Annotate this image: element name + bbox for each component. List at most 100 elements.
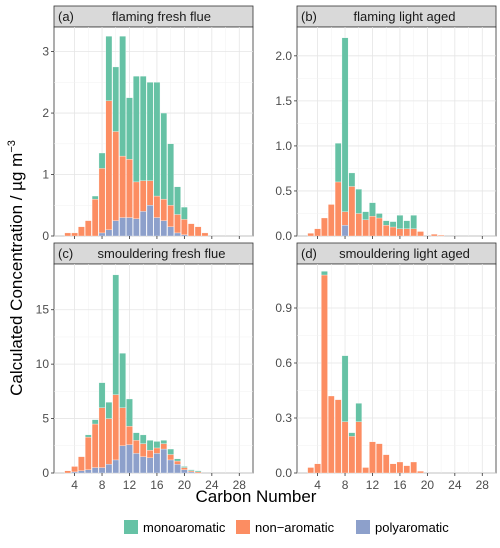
legend-swatch	[124, 520, 138, 534]
bar-segment	[98, 407, 106, 468]
bar-segment	[403, 228, 411, 237]
panel-2: (b)flaming light aged0.00.51.01.52.04812…	[275, 5, 497, 255]
bar-segment	[98, 232, 106, 237]
legend-item: polyaromatic	[356, 520, 449, 535]
panel-title: smouldering light aged	[339, 246, 470, 261]
bar-segment	[133, 76, 140, 183]
legend-label: polyaromatic	[375, 520, 449, 535]
bar-segment	[85, 220, 92, 237]
bar-segment	[355, 421, 362, 474]
bar-segment	[321, 217, 328, 237]
bar-segment	[112, 66, 119, 132]
bar-segment	[153, 82, 161, 197]
bar-segment	[139, 443, 147, 457]
bars	[64, 274, 202, 474]
bar-segment	[105, 100, 113, 231]
x-tick-label: 16	[150, 478, 164, 492]
y-tick-label: 0.0	[275, 466, 292, 480]
bar-segment	[85, 434, 92, 438]
bar-segment	[396, 215, 404, 229]
bar-segment	[174, 214, 181, 234]
panel-label: (d)	[301, 246, 317, 261]
bar-segment	[355, 213, 362, 237]
y-tick-label: 0.9	[275, 301, 292, 315]
bar-segment	[153, 453, 161, 474]
bar-segment	[139, 434, 147, 444]
panel-title: flaming light aged	[354, 9, 456, 24]
bar-segment	[174, 232, 181, 237]
plot-area	[53, 263, 254, 474]
y-tick-label: 15	[36, 303, 50, 317]
bar-segment	[376, 217, 383, 237]
bar-segment	[119, 217, 126, 237]
bar-segment	[119, 353, 126, 408]
bar-segment	[334, 143, 342, 183]
bar-segment	[348, 432, 356, 437]
y-tick-label: 3	[42, 45, 49, 59]
bar-segment	[314, 463, 321, 474]
legend-swatch	[236, 520, 250, 534]
bar-segment	[389, 221, 397, 228]
y-tick-label: 0.3	[275, 411, 292, 425]
bar-segment	[105, 418, 113, 465]
x-tick-labels: 4 8 12 16 20 24 28	[71, 473, 246, 492]
bar-segment	[153, 217, 161, 237]
legend-swatch	[356, 520, 370, 534]
bar-segment	[181, 206, 188, 220]
bar-segment	[160, 448, 168, 474]
bar-segment	[85, 469, 92, 474]
x-tick-label: 12	[123, 478, 137, 492]
bar-segment	[160, 198, 168, 221]
y-tick-label: 0	[42, 466, 49, 480]
x-tick-label: 20	[178, 478, 192, 492]
bar-segment	[119, 407, 126, 446]
bar-segment	[146, 449, 154, 458]
bar-segment	[410, 461, 417, 474]
bar-segment	[133, 453, 140, 474]
bar-segment	[126, 217, 133, 237]
bar-segment	[105, 464, 113, 474]
bar-segment	[91, 419, 99, 425]
bar-segment	[112, 220, 119, 237]
bar-segment	[188, 469, 195, 471]
bar-segment	[341, 225, 349, 237]
bar-segment	[194, 226, 202, 237]
bar-segment	[403, 220, 411, 229]
bar-segment	[167, 143, 174, 206]
x-tick-label: 28	[233, 478, 247, 492]
bars	[64, 36, 209, 237]
x-tick-label: 20	[421, 478, 435, 492]
legend-item: non−aromatic	[236, 520, 335, 535]
bar-segment	[126, 398, 133, 427]
bar-segment	[188, 223, 195, 237]
y-axis-label-superscript: −3	[6, 140, 18, 153]
bar-segment	[71, 471, 78, 474]
bar-segment	[105, 402, 113, 419]
bar-segment	[91, 195, 99, 200]
bar-segment	[410, 215, 417, 229]
y-tick-labels: 0 5 10 15	[36, 303, 54, 480]
bar-segment	[91, 198, 99, 237]
x-tick-label: 12	[366, 478, 380, 492]
panel-label: (b)	[301, 9, 317, 24]
bar-segment	[160, 443, 168, 450]
y-tick-labels: 0.0 0.5 1.0 1.5 2.0	[275, 49, 297, 243]
bar-segment	[328, 204, 335, 237]
bar-segment	[133, 432, 140, 441]
bar-segment	[328, 395, 335, 474]
bar-segment	[139, 76, 147, 181]
bar-segment	[133, 181, 140, 219]
x-tick-label: 24	[205, 478, 219, 492]
bar-segment	[167, 459, 174, 474]
bar-segment	[126, 426, 133, 445]
bar-segment	[174, 460, 181, 465]
bar-segment	[112, 274, 119, 395]
bar-segment	[160, 220, 168, 237]
x-tick-label: 24	[448, 478, 462, 492]
bar-segment	[382, 220, 390, 226]
bar-segment	[78, 470, 85, 474]
bar-segment	[174, 186, 181, 215]
bar-segment	[133, 440, 140, 454]
bar-segment	[98, 467, 106, 474]
